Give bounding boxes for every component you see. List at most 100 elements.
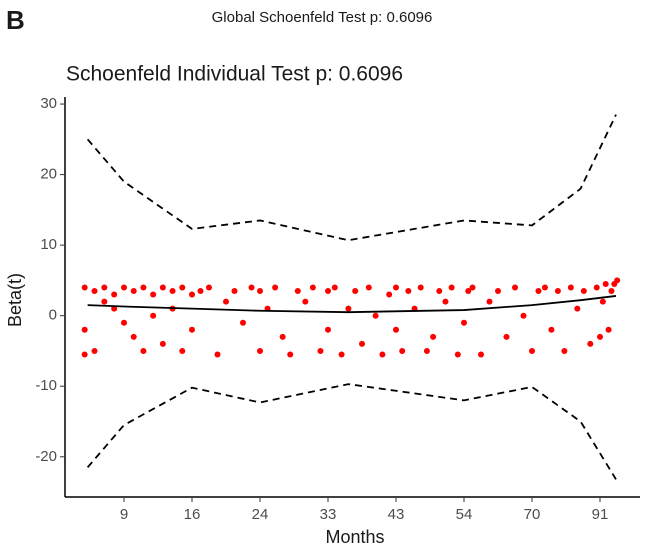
point	[345, 305, 352, 312]
point	[331, 284, 338, 291]
point	[423, 347, 430, 354]
x-tick-label: 54	[456, 506, 473, 523]
point	[580, 288, 587, 295]
panel-label: B	[6, 5, 25, 35]
x-tick-label: 43	[388, 506, 405, 523]
point	[302, 298, 309, 305]
point	[352, 288, 359, 295]
chart-title: Schoenfeld Individual Test p: 0.6096	[66, 63, 403, 86]
point	[587, 340, 594, 347]
x-tick-label: 24	[252, 506, 269, 523]
point	[272, 284, 279, 291]
y-tick-label: 30	[40, 95, 57, 112]
point	[121, 284, 127, 291]
x-tick-label: 9	[120, 506, 128, 523]
point	[535, 288, 542, 295]
point	[179, 284, 186, 291]
point	[159, 340, 166, 347]
point	[486, 298, 493, 305]
y-tick-label: -20	[35, 448, 57, 465]
point	[279, 333, 286, 340]
point	[248, 284, 255, 291]
point	[81, 326, 88, 333]
point	[140, 284, 147, 291]
x-tick-label: 91	[592, 506, 609, 523]
point	[169, 288, 176, 295]
point	[223, 298, 229, 305]
point	[599, 298, 606, 305]
point	[111, 291, 118, 298]
confidence-band	[86, 383, 617, 480]
point	[393, 326, 399, 333]
point	[325, 326, 331, 333]
point	[189, 326, 195, 333]
point	[365, 284, 372, 291]
point	[430, 333, 437, 340]
point	[179, 347, 186, 354]
point	[81, 284, 88, 291]
x-tick-label: 16	[184, 506, 201, 523]
point	[567, 284, 574, 291]
point	[520, 312, 527, 319]
point	[359, 340, 365, 347]
point	[561, 347, 568, 354]
point	[140, 347, 147, 354]
point	[614, 277, 621, 284]
point	[309, 284, 316, 291]
point	[287, 351, 294, 358]
point	[214, 351, 221, 358]
point	[454, 351, 461, 358]
point	[111, 305, 118, 312]
point	[91, 288, 98, 295]
point	[393, 284, 399, 291]
y-tick-label: 0	[49, 307, 57, 324]
point	[197, 288, 204, 295]
point	[240, 319, 246, 326]
point	[405, 288, 412, 295]
point	[294, 288, 301, 295]
point	[512, 284, 518, 291]
point	[593, 284, 600, 291]
point	[602, 280, 609, 287]
subtitle: Global Schoenfeld Test p: 0.6096	[212, 9, 433, 26]
point	[231, 288, 238, 295]
point	[257, 347, 263, 354]
point	[159, 284, 166, 291]
point	[548, 326, 555, 333]
point	[465, 288, 472, 295]
x-tick-label: 33	[320, 506, 337, 523]
point	[554, 288, 561, 295]
point	[317, 347, 324, 354]
point	[574, 305, 581, 312]
point	[372, 312, 379, 319]
point	[442, 298, 449, 305]
y-tick-label: -10	[35, 377, 57, 394]
point	[503, 333, 510, 340]
y-tick-label: 10	[40, 236, 57, 253]
smooth-line	[87, 295, 617, 314]
point	[461, 319, 467, 326]
point	[121, 319, 127, 326]
point	[529, 347, 535, 354]
point	[338, 351, 345, 358]
point	[495, 288, 501, 295]
point	[448, 284, 455, 291]
point	[399, 347, 406, 354]
y-axis-label: Beta(t)	[5, 273, 25, 327]
point	[478, 351, 484, 358]
point	[150, 291, 157, 298]
point	[189, 291, 195, 298]
point	[605, 326, 612, 333]
point	[417, 284, 424, 291]
point	[130, 333, 137, 340]
point	[541, 284, 548, 291]
point	[101, 298, 108, 305]
point	[325, 288, 331, 295]
point	[436, 288, 443, 295]
point	[91, 347, 98, 354]
y-tick-label: 20	[40, 166, 57, 183]
point	[101, 284, 108, 291]
point	[257, 288, 263, 295]
point	[150, 312, 157, 319]
